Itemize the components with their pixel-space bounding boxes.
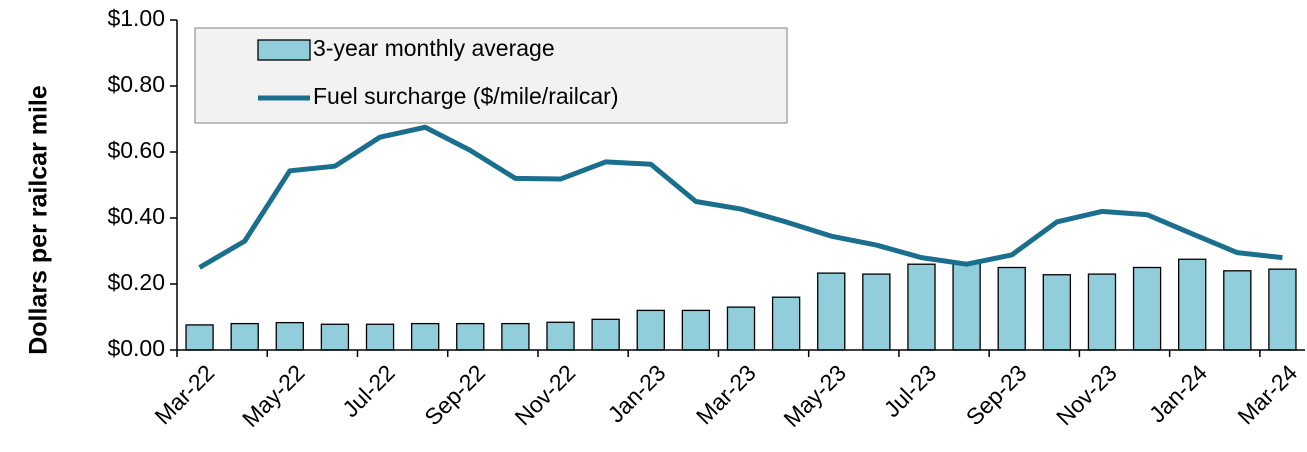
legend-label: Fuel surcharge ($/mile/railcar)	[313, 83, 618, 109]
x-tick-label: Jan-24	[1144, 359, 1212, 427]
bar	[230, 322, 259, 351]
bar	[1087, 273, 1117, 351]
bar	[862, 273, 891, 351]
bar	[1268, 268, 1297, 351]
x-tick-label: Jul-23	[879, 359, 942, 422]
x-tick-label: Sep-23	[961, 359, 1032, 430]
x-tick-label: Jul-22	[337, 359, 400, 422]
bar	[907, 263, 936, 351]
bar	[1042, 274, 1072, 351]
bar	[726, 306, 756, 351]
bar	[771, 296, 801, 351]
y-tick-label: $0.00	[107, 335, 165, 361]
bar	[1178, 258, 1207, 351]
bar	[275, 321, 304, 351]
x-tick-label: Sep-22	[419, 359, 490, 430]
x-tick-label: Nov-22	[510, 359, 581, 430]
bar	[410, 322, 440, 351]
legend-swatch	[257, 39, 311, 61]
x-tick-label: May-22	[237, 359, 310, 432]
x-tick-label: Jan-23	[602, 359, 670, 427]
bar	[546, 321, 575, 351]
bar	[636, 309, 665, 351]
y-axis-title: Dollars per railcar mile	[25, 85, 53, 355]
y-tick-label: $0.40	[107, 203, 165, 229]
bar	[591, 318, 620, 351]
x-tick-label: Mar-24	[1232, 359, 1302, 429]
bar	[997, 266, 1026, 351]
y-tick-label: $1.00	[107, 5, 165, 31]
bar	[365, 323, 395, 351]
x-tick-label: Mar-22	[149, 359, 219, 429]
bar	[185, 324, 214, 351]
line	[198, 124, 1283, 270]
y-tick-label: $0.60	[107, 137, 165, 163]
bar	[1132, 266, 1162, 351]
bar	[456, 322, 485, 351]
bar	[501, 322, 530, 351]
bar	[1223, 270, 1252, 351]
bar	[817, 272, 846, 351]
legend-label: 3-year monthly average	[313, 35, 555, 61]
x-tick-label: May-23	[778, 359, 851, 432]
x-tick-label: Nov-23	[1051, 359, 1122, 430]
bar	[681, 309, 711, 351]
bar	[952, 261, 981, 351]
y-tick-label: $0.20	[107, 269, 165, 295]
bar	[320, 323, 350, 351]
x-tick-label: Mar-23	[691, 359, 761, 429]
y-tick-label: $0.80	[107, 71, 165, 97]
